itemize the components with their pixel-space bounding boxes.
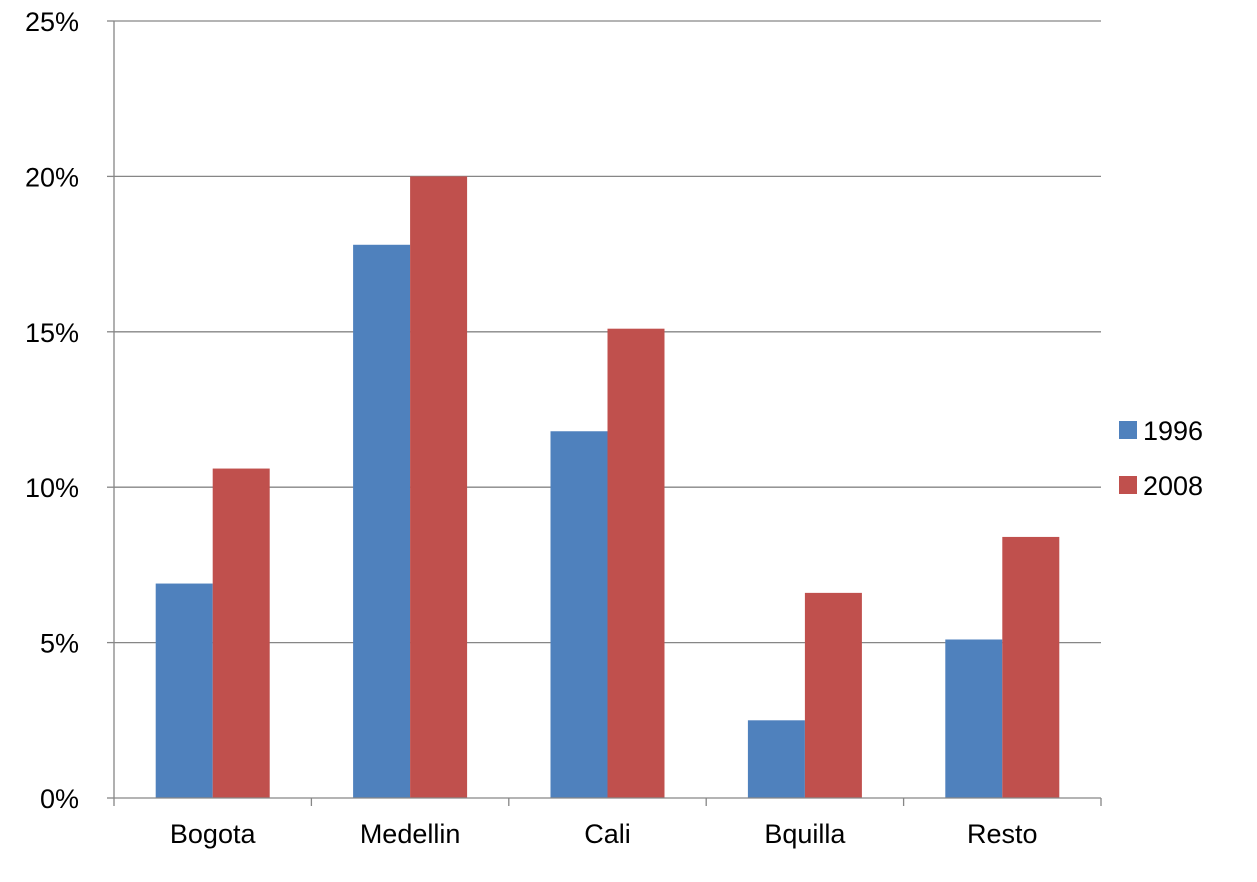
bar-2008-bquilla	[804, 592, 862, 798]
bar-2008-medellin	[410, 176, 468, 798]
legend-swatch-1996	[1119, 421, 1137, 439]
legend: 1996 2008	[1119, 416, 1203, 501]
y-tick-label: 20%	[25, 162, 79, 192]
y-tick-label: 10%	[25, 473, 79, 503]
y-tick-label: 0%	[40, 784, 79, 814]
legend-label: 1996	[1143, 416, 1203, 446]
bar-2008-cali	[607, 328, 665, 798]
bar-1996-resto	[945, 639, 1003, 798]
bar-2008-bogota	[212, 468, 270, 798]
x-tick-label: Resto	[967, 819, 1038, 849]
x-tick-label: Medellin	[360, 819, 461, 849]
legend-label: 2008	[1143, 471, 1203, 501]
bar-1996-medellin	[353, 244, 411, 798]
x-tick-label: Bogota	[170, 819, 257, 849]
x-tick-labels: Bogota Medellin Cali Bquilla Resto	[170, 819, 1038, 849]
bars	[155, 176, 1060, 798]
x-tick-label: Cali	[584, 819, 631, 849]
axes	[107, 20, 1102, 806]
bar-1996-bogota	[155, 583, 213, 798]
legend-swatch-2008	[1119, 476, 1137, 494]
y-tick-label: 25%	[25, 7, 79, 37]
bar-2008-resto	[1002, 536, 1060, 798]
y-tick-label: 5%	[40, 629, 79, 659]
bar-1996-cali	[550, 431, 608, 798]
bar-1996-bquilla	[747, 720, 805, 798]
x-tick-label: Bquilla	[764, 819, 846, 849]
y-tick-labels: 0% 5% 10% 15% 20% 25%	[25, 7, 79, 814]
y-tick-label: 15%	[25, 318, 79, 348]
